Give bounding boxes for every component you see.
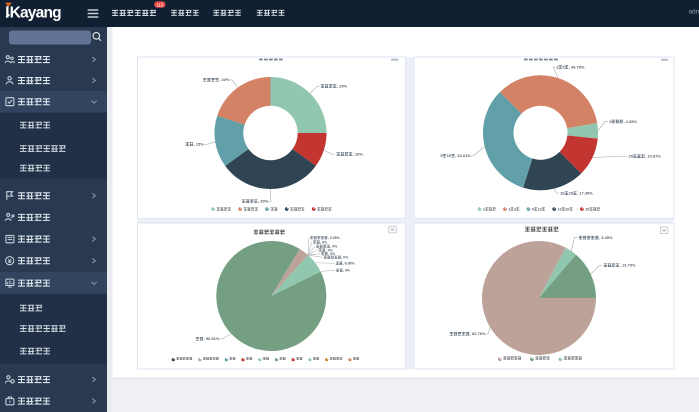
- svg-text:, 90.91%: , 90.91%: [204, 336, 220, 341]
- svg-text:, 3.03%: , 3.03%: [328, 236, 341, 240]
- svg-text:, 0%: , 0%: [330, 245, 338, 249]
- svg-text:, 0%: , 0%: [320, 240, 328, 244]
- svg-text:, 34.78%: , 34.78%: [569, 64, 585, 69]
- svg-text:, 6.06%: , 6.06%: [343, 261, 356, 265]
- svg-text:, 15%: , 15%: [194, 142, 205, 147]
- svg-text:3: 3: [562, 64, 565, 69]
- svg-text:, 13.79%: , 13.79%: [620, 263, 636, 268]
- svg-text:10: 10: [447, 153, 452, 158]
- svg-text:20: 20: [585, 207, 589, 211]
- svg-text:, 0%: , 0%: [341, 256, 349, 260]
- svg-text:20: 20: [629, 154, 634, 159]
- svg-text:, 3.45%: , 3.45%: [599, 235, 613, 240]
- svg-text:10: 10: [560, 191, 565, 196]
- svg-text:, 20%: , 20%: [219, 77, 230, 82]
- svg-text:, 0%: , 0%: [326, 248, 334, 252]
- svg-text:, 17.39%: , 17.39%: [577, 191, 593, 196]
- svg-text:1: 1: [508, 207, 510, 211]
- svg-text:Kayang: Kayang: [10, 5, 62, 22]
- svg-text:5: 5: [440, 153, 443, 158]
- svg-text:20: 20: [565, 207, 569, 211]
- svg-text:10: 10: [538, 207, 542, 211]
- svg-text:, 10.87%: , 10.87%: [645, 154, 661, 159]
- svg-text:1: 1: [609, 119, 612, 124]
- svg-text:20: 20: [569, 191, 574, 196]
- svg-text:, 0%: , 0%: [343, 269, 351, 273]
- svg-text:, 0%: , 0%: [328, 252, 336, 256]
- svg-text:5: 5: [532, 207, 534, 211]
- svg-text:113: 113: [156, 2, 163, 7]
- svg-text:, 32.61%: , 32.61%: [455, 153, 471, 158]
- svg-text:, 82.76%: , 82.76%: [470, 331, 486, 336]
- svg-text:3: 3: [514, 207, 516, 211]
- svg-text:, 25%: , 25%: [337, 84, 348, 89]
- svg-text:1: 1: [556, 64, 559, 69]
- svg-text:admin: admin: [689, 8, 699, 15]
- svg-text:, 10%: , 10%: [353, 152, 364, 157]
- svg-text:1: 1: [483, 207, 485, 211]
- svg-text:, 30%: , 30%: [258, 199, 269, 204]
- svg-text:, 4.35%: , 4.35%: [623, 119, 637, 124]
- svg-text:10: 10: [558, 207, 562, 211]
